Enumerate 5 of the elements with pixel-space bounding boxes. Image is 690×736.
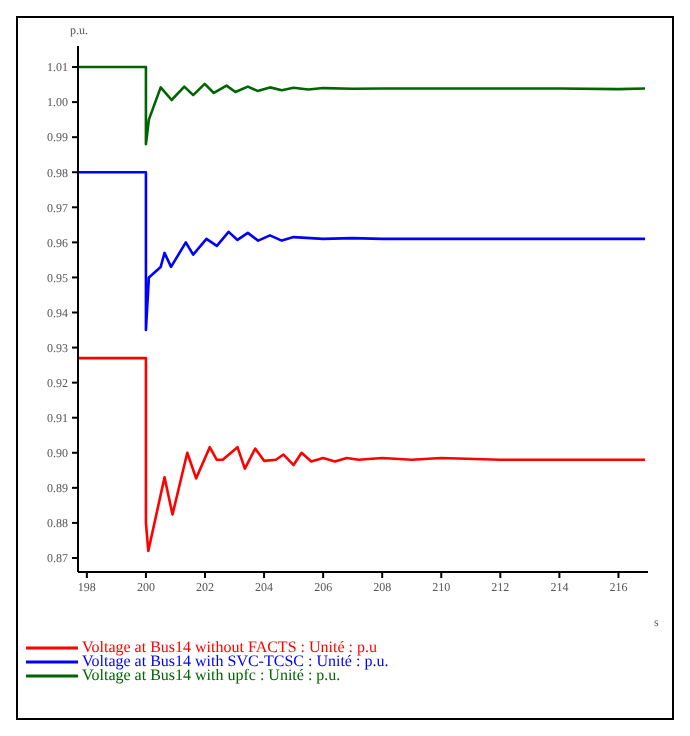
legend-label: Voltage at Bus14 without FACTS : Unité : p.u (82, 638, 377, 656)
line-series (78, 170, 647, 332)
legend-label: Voltage at Bus14 with upfc : Unité : p.u. (82, 666, 341, 684)
line-series (78, 356, 647, 553)
line-series (78, 65, 647, 146)
